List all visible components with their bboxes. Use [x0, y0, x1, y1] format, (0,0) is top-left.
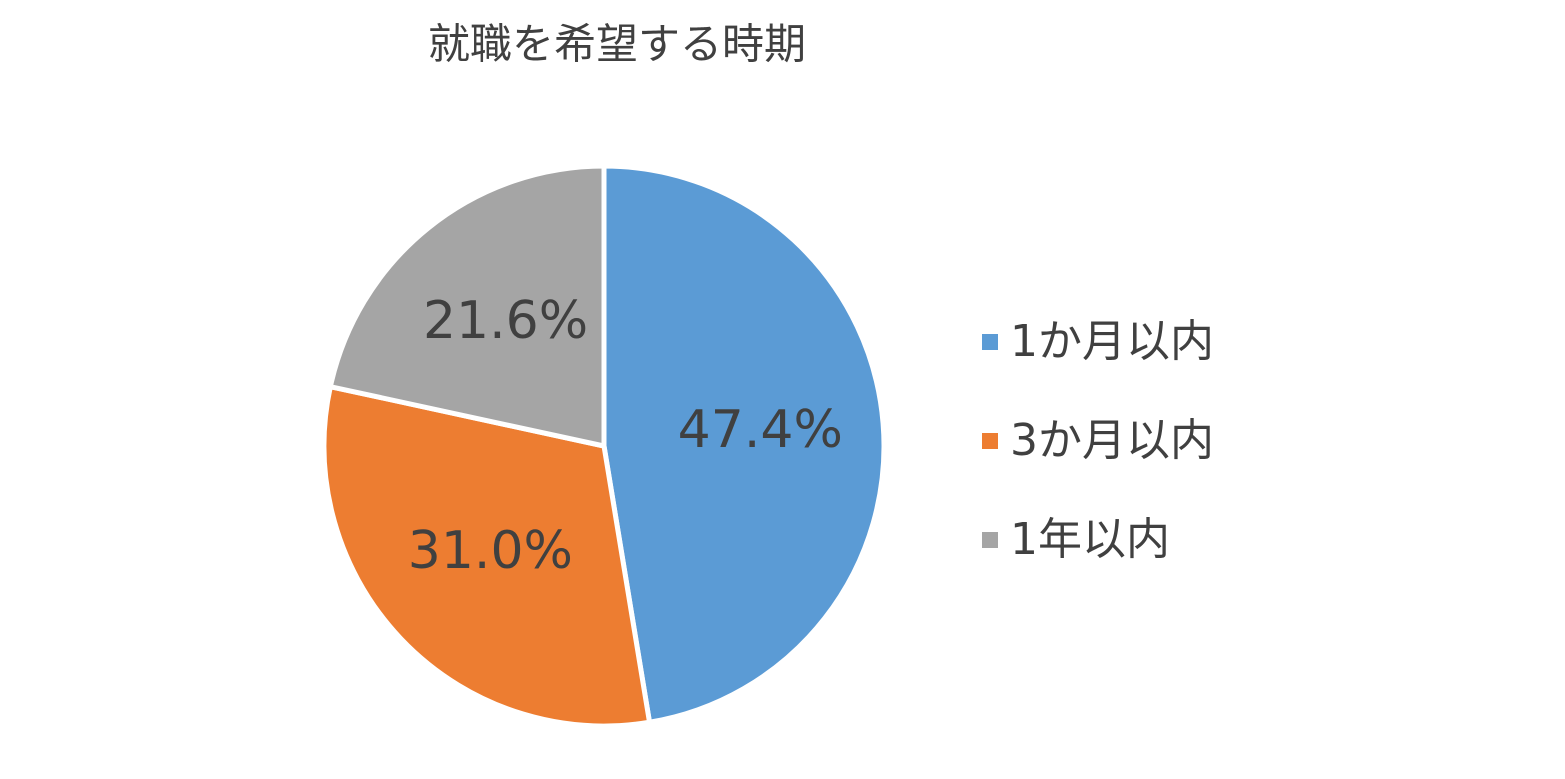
legend-label: 1年以内: [1010, 514, 1170, 565]
legend-swatch: [982, 532, 998, 548]
data-label: 21.6%: [423, 291, 588, 351]
data-label: 31.0%: [408, 521, 573, 581]
legend-label: 3か月以内: [1010, 415, 1214, 466]
pie-slice: [321, 384, 653, 729]
data-label: 47.4%: [678, 400, 843, 460]
chart-title: 就職を希望する時期: [428, 20, 806, 69]
pie-slice: [327, 163, 607, 449]
legend-swatch: [982, 433, 998, 449]
legend-label: 1か月以内: [1010, 316, 1214, 367]
pie-slice: [601, 163, 887, 725]
legend-swatch: [982, 334, 998, 350]
